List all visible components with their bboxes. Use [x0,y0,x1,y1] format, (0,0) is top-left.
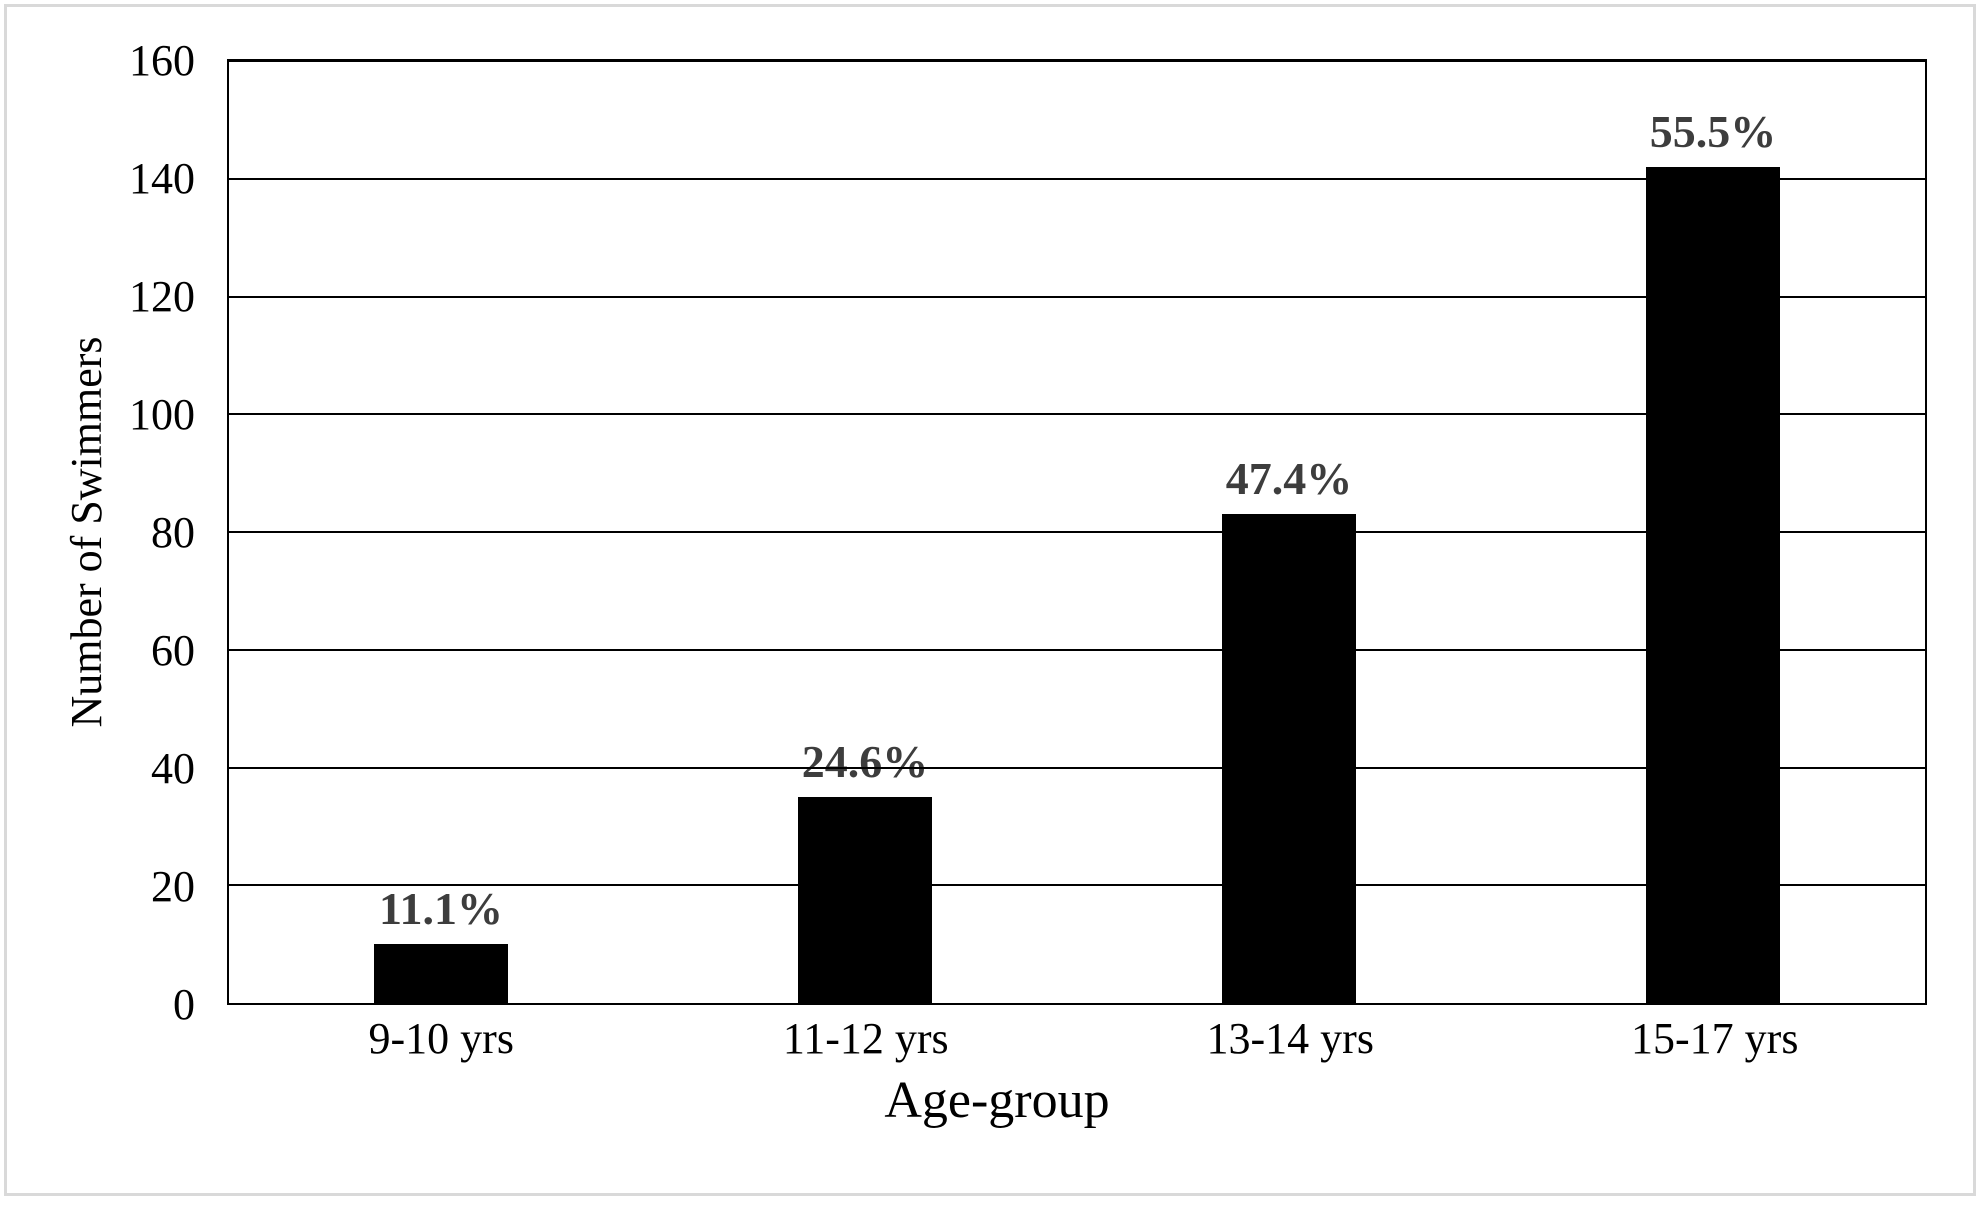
y-tick-label: 120 [129,272,195,321]
bar-slot: 55.5% [1501,61,1925,1003]
bar [1222,514,1356,1003]
x-axis-title: Age-group [884,1072,1110,1129]
gridline [229,766,1925,769]
bar-slot: 11.1% [229,61,653,1003]
bar-value-label: 11.1% [379,883,503,935]
y-tick-label: 60 [151,626,195,675]
gridline [229,177,1925,180]
chart-frame: Number of Swimmers 0 20 40 60 80 100 120 140 160… [4,4,1976,1196]
plot-area: 11.1% 24.6% 47.4% 55.5% [227,59,1927,1005]
y-tick-label: 0 [173,980,195,1029]
bar [374,944,508,1003]
bar-chart: Number of Swimmers 0 20 40 60 80 100 120 140 160… [7,7,1980,1207]
bar [1646,166,1780,1003]
x-axis-labels: 9-10 yrs 11-12 yrs 13-14 yrs 15-17 yrs [229,1014,1927,1075]
x-category-label: 11-12 yrs [782,1014,949,1063]
bar-value-label: 24.6% [801,735,929,787]
bar-value-label: 47.4% [1225,453,1353,505]
bar-slot: 47.4% [1077,61,1501,1003]
x-category-label: 9-10 yrs [368,1014,514,1063]
gridline [229,295,1925,298]
y-tick-label: 40 [151,744,195,793]
y-axis-labels: 0 20 40 60 80 100 120 140 160 [7,39,195,1027]
gridline [229,531,1925,533]
x-category-label: 15-17 yrs [1631,1014,1799,1063]
gridline [229,60,1925,62]
gridline [229,884,1925,887]
x-category-label: 13-14 yrs [1206,1014,1374,1063]
bar [798,796,932,1003]
gridline [229,648,1925,651]
bar-slots: 11.1% 24.6% 47.4% 55.5% [229,61,1925,1003]
y-tick-label: 100 [129,390,195,439]
y-tick-label: 80 [151,508,195,557]
y-tick-label: 140 [129,154,195,203]
bar-value-label: 55.5% [1649,105,1777,157]
y-tick-label: 20 [151,862,195,911]
bar-slot: 24.6% [653,61,1077,1003]
gridline [229,413,1925,416]
y-tick-label: 160 [129,36,195,85]
